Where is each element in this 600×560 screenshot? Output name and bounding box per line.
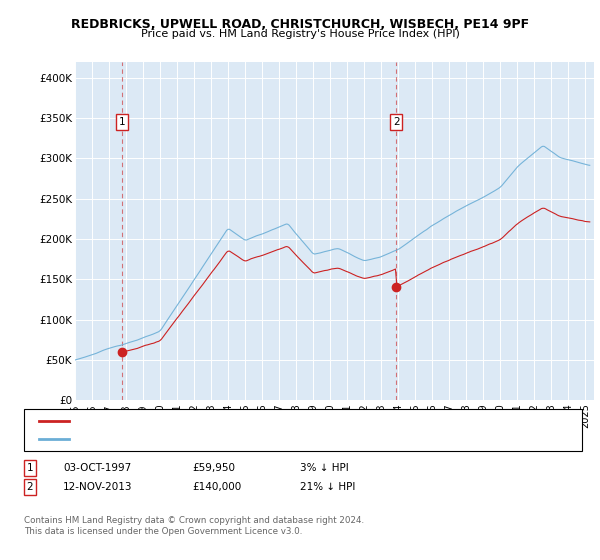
Text: 3% ↓ HPI: 3% ↓ HPI — [300, 463, 349, 473]
Text: 2: 2 — [26, 482, 34, 492]
Text: 12-NOV-2013: 12-NOV-2013 — [63, 482, 133, 492]
Text: Contains HM Land Registry data © Crown copyright and database right 2024.
This d: Contains HM Land Registry data © Crown c… — [24, 516, 364, 536]
Text: Price paid vs. HM Land Registry's House Price Index (HPI): Price paid vs. HM Land Registry's House … — [140, 29, 460, 39]
Text: REDBRICKS, UPWELL ROAD, CHRISTCHURCH, WISBECH, PE14 9PF: REDBRICKS, UPWELL ROAD, CHRISTCHURCH, WI… — [71, 18, 529, 31]
Text: HPI: Average price, detached house, Fenland: HPI: Average price, detached house, Fenl… — [75, 434, 295, 444]
Text: £59,950: £59,950 — [192, 463, 235, 473]
Text: 1: 1 — [118, 117, 125, 127]
Text: 2: 2 — [393, 117, 400, 127]
Text: 21% ↓ HPI: 21% ↓ HPI — [300, 482, 355, 492]
Text: 03-OCT-1997: 03-OCT-1997 — [63, 463, 131, 473]
Text: REDBRICKS, UPWELL ROAD, CHRISTCHURCH, WISBECH, PE14 9PF (detached house): REDBRICKS, UPWELL ROAD, CHRISTCHURCH, WI… — [75, 416, 485, 426]
Text: 1: 1 — [26, 463, 34, 473]
Text: £140,000: £140,000 — [192, 482, 241, 492]
